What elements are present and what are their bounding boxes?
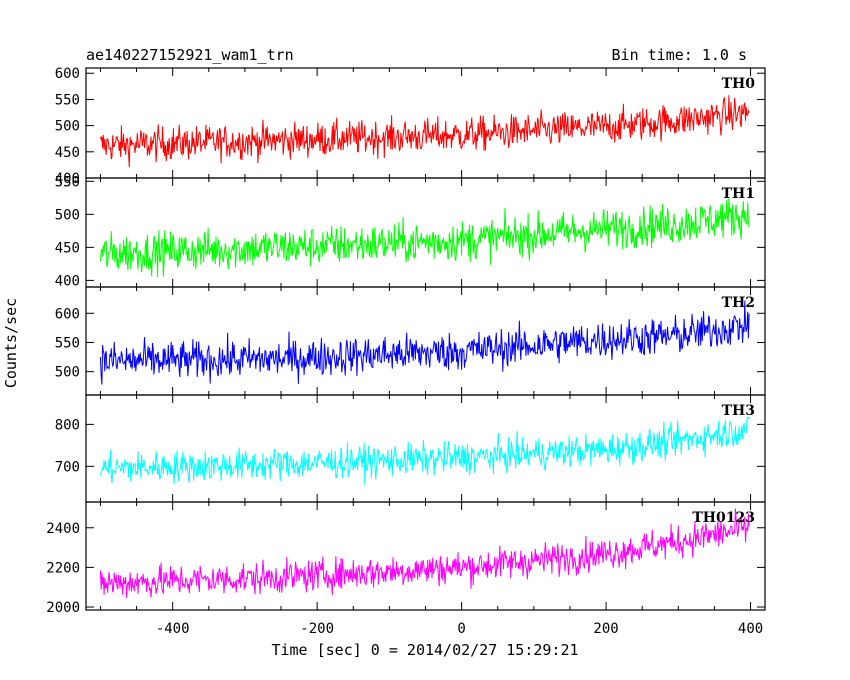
x-tick-label: -400 [156,621,190,637]
y-tick-label: 550 [55,174,80,190]
y-tick-label: 550 [55,335,80,351]
x-axis: -400 -200 0 200 400 [156,621,763,637]
x-tick-label: 0 [457,621,465,637]
panel-label-th0: TH0 [722,76,756,92]
panel-label-th0123: TH0123 [692,510,755,526]
panel-frame [85,394,766,503]
x-tick-label: -200 [300,621,334,637]
y-tick-label: 2400 [46,521,80,537]
series-line-th2 [99,300,750,385]
panel-th3: 700 800 TH3 [55,394,766,503]
panel-label-th3: TH3 [722,403,755,419]
y-tick-label: 800 [55,417,80,433]
panel-label-th1: TH1 [722,186,755,202]
chart-title: ae140227152921_wam1_trn [86,46,294,64]
y-tick-label: 600 [55,306,80,322]
y-tick-label: 400 [55,273,80,289]
y-tick-label: 400 [55,171,80,187]
panel-frame [85,286,766,396]
panel-th0123: 2000 2200 2400 TH0123 [46,501,766,616]
series-line-th1 [99,197,750,277]
y-axis-label: Counts/sec [2,298,20,388]
y-tick-label: 450 [55,240,80,256]
y-tick-label: 500 [55,207,80,223]
panel-th0: 400 450 500 550 600 TH0 [55,66,766,187]
series-line-th0123 [99,508,750,599]
y-tick-label: 700 [55,459,80,475]
panel-label-th2: TH2 [722,295,755,311]
y-tick-label: 600 [55,66,80,82]
panel-frame [85,177,766,288]
y-tick-label: 550 [55,92,80,108]
panels-group: 400 450 500 550 600 TH0 400 450 500 550 TH1 500 550 6… [46,66,766,616]
y-tick-label: 2000 [46,600,80,616]
y-tick-label: 500 [55,365,80,381]
panel-th2: 500 550 600 TH2 [55,286,766,396]
panel-th1: 400 450 500 550 TH1 [55,174,766,289]
x-axis-label: Time [sec] 0 = 2014/02/27 15:29:21 [271,641,578,659]
y-tick-label: 500 [55,119,80,135]
y-tick-label: 450 [55,145,80,161]
panel-frame [85,501,766,611]
series-line-th3 [99,416,750,486]
y-tick-label: 2200 [46,560,80,576]
x-tick-label: 200 [593,621,618,637]
bin-time-label: Bin time: 1.0 s [612,46,747,64]
x-tick-label: 400 [738,621,763,637]
series-line-th0 [99,95,750,168]
